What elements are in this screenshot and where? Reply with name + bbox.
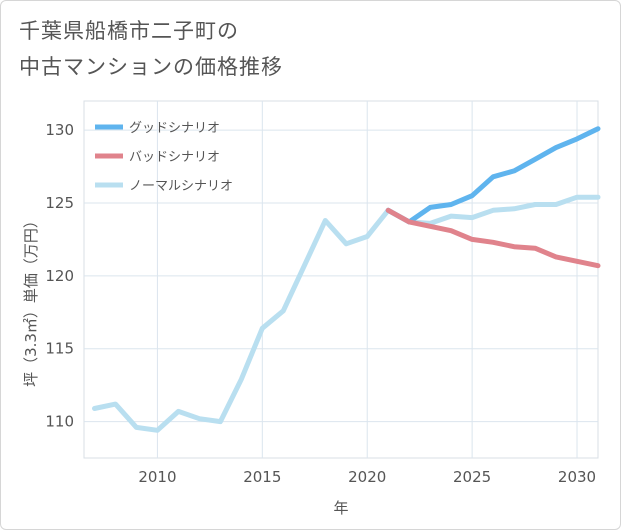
- legend-label-normal: ノーマルシナリオ: [129, 179, 233, 194]
- x-tick-label: 2010: [138, 468, 176, 486]
- chart-title: 千葉県船橋市二子町の 中古マンションの価格推移: [19, 13, 283, 85]
- y-tick-labels: 110 115 120 125 130: [45, 121, 74, 430]
- y-tick-label: 120: [45, 267, 74, 285]
- series-line-normal: [92, 194, 601, 433]
- x-tick-label: 2020: [348, 468, 386, 486]
- series-line-bad: [385, 207, 601, 269]
- x-axis-label: 年: [333, 499, 348, 517]
- chart-title-line-1: 千葉県船橋市二子町の: [19, 19, 239, 43]
- legend-label-bad: バッドシナリオ: [129, 150, 220, 165]
- y-axis-label: 坪（3.3㎡）単価（万円）: [22, 213, 40, 387]
- y-tick-label: 110: [45, 413, 74, 431]
- x-tick-label: 2015: [243, 468, 281, 486]
- legend-label-good: グッドシナリオ: [129, 121, 220, 136]
- series-line-good: [385, 126, 601, 225]
- series-lines: [92, 126, 601, 433]
- x-tick-label: 2025: [453, 468, 491, 486]
- plot-area: [83, 100, 599, 459]
- chart-title-line-2: 中古マンションの価格推移: [19, 55, 283, 79]
- x-tick-labels: 2010 2015 2020 2025 2030: [138, 468, 596, 486]
- x-tick-label: 2030: [558, 468, 596, 486]
- grid-lines: [84, 101, 598, 458]
- y-tick-label: 130: [45, 121, 74, 139]
- y-tick-label: 125: [45, 194, 74, 212]
- y-tick-label: 115: [45, 340, 74, 358]
